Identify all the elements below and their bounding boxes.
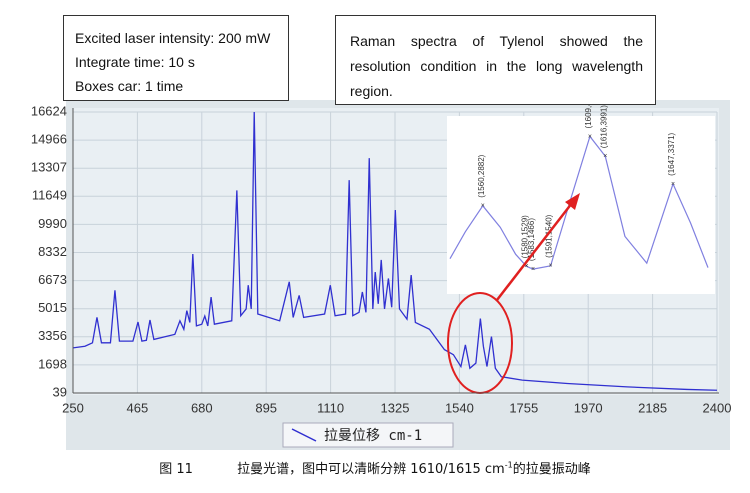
note-line: Excited laser intensity: 200 mW (75, 30, 271, 46)
y-tick-label: 3356 (38, 328, 67, 343)
caption-label: 图 11 (159, 462, 193, 477)
point-marker: × (549, 263, 553, 270)
x-tick-label: 1325 (381, 400, 410, 415)
y-tick-label: 6673 (38, 272, 67, 287)
spectrum-line (72, 111, 718, 391)
main-plot: 39 1698 3356 5015 6673 8332 9990 11649 13307 1496… (31, 103, 732, 415)
arrow-head (565, 193, 580, 210)
x-tick-label: 250 (62, 400, 84, 415)
x-tick-label: 895 (255, 400, 277, 415)
y-tick-label: 1698 (38, 356, 67, 371)
y-tick-label: 8332 (38, 244, 67, 259)
note-box: Excited laser intensity: 200 mW Integrat… (63, 15, 289, 101)
y-tick-label: 14966 (31, 132, 67, 147)
caption-text: 的拉曼振动峰 (512, 462, 591, 477)
y-tick-label: 5015 (38, 300, 67, 315)
inset-background (447, 116, 715, 294)
point-marker: × (603, 153, 607, 160)
x-tick-label: 1540 (445, 400, 474, 415)
annotation: (1583,1466) (527, 218, 536, 261)
annotation: (1580,1529) (521, 215, 530, 258)
note-line: Raman spectra of Tylenol showed the (350, 33, 643, 49)
point-marker: × (671, 181, 675, 188)
legend-swatch (291, 428, 317, 442)
x-tick-label: 1970 (574, 400, 603, 415)
annotation: (1560,2882) (477, 154, 486, 197)
caption-text: 拉曼光谱，图中可以清晰分辨 1610/1615 cm (237, 462, 505, 477)
inset-line (449, 135, 709, 270)
x-tick-label: 1110 (317, 400, 344, 415)
x-tick-label: 1755 (509, 400, 538, 415)
caption: 图 11 拉曼光谱，图中可以清晰分辨 1610/1615 cm-1的拉曼振动峰 (0, 458, 750, 477)
point-marker: × (531, 266, 535, 273)
y-tick-label: 13307 (31, 160, 67, 175)
y-tick-label: 16624 (31, 103, 67, 118)
x-tick-label: 680 (191, 400, 213, 415)
annotation: (1591,1540) (545, 214, 554, 257)
y-tick-label: 11649 (32, 188, 67, 203)
point-marker: × (481, 203, 485, 210)
note-line: resolution condition in the long wavelen… (350, 58, 643, 74)
arrow-shaft (496, 202, 573, 301)
legend-label: 拉曼位移 cm-1 (324, 428, 422, 444)
x-tick-label: 465 (127, 400, 149, 415)
point-marker: × (588, 133, 592, 140)
point-marker: × (524, 263, 528, 270)
inset-plot: × (1560,2882) × (1580,1529) × (1583,1466) × (15… (449, 85, 709, 273)
x-tick-label: 2400 (703, 400, 732, 415)
note-line: Boxes car: 1 time (75, 78, 184, 94)
caption-superscript: -1 (504, 460, 513, 470)
note-box: Raman spectra of Tylenol showed the reso… (335, 15, 656, 105)
y-tick-label: 39 (53, 384, 67, 399)
annotation: (1609,4432) (584, 85, 593, 128)
annotation: (1647,3371) (667, 132, 676, 175)
annotation: (1616,3991) (599, 105, 608, 148)
x-tick-label: 2185 (638, 400, 667, 415)
note-line: region. (350, 83, 393, 99)
note-line: Integrate time: 10 s (75, 54, 195, 70)
y-tick-label: 9990 (38, 216, 67, 231)
legend-box (282, 422, 454, 448)
